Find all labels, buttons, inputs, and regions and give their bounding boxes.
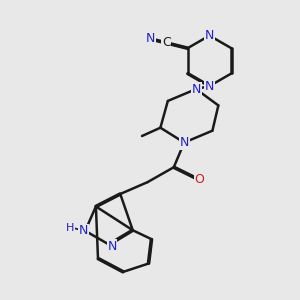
Text: N: N	[205, 80, 214, 93]
Text: O: O	[195, 173, 205, 186]
Text: N: N	[107, 240, 117, 253]
Text: N: N	[79, 224, 88, 237]
Text: C: C	[162, 36, 170, 50]
Text: N: N	[191, 82, 201, 96]
Text: N: N	[179, 136, 189, 149]
Text: N: N	[146, 32, 155, 45]
Text: N: N	[205, 29, 214, 42]
Text: H: H	[66, 223, 74, 233]
